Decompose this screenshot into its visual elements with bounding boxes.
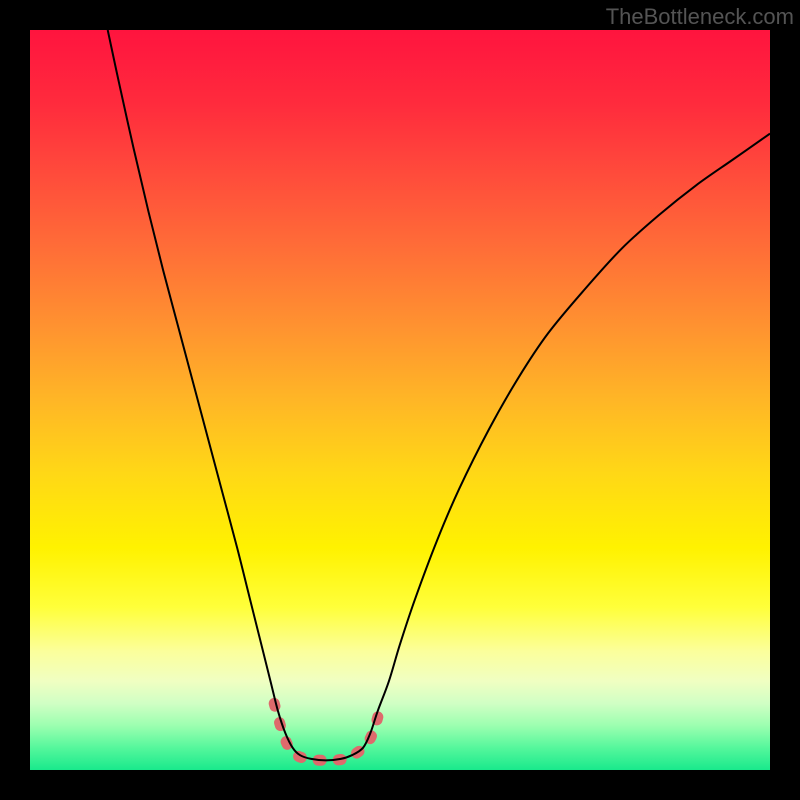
plot-area [30, 30, 770, 770]
chart-frame: TheBottleneck.com [0, 0, 800, 800]
watermark-text: TheBottleneck.com [606, 4, 794, 30]
gradient-background [30, 30, 770, 770]
chart-svg [30, 30, 770, 770]
